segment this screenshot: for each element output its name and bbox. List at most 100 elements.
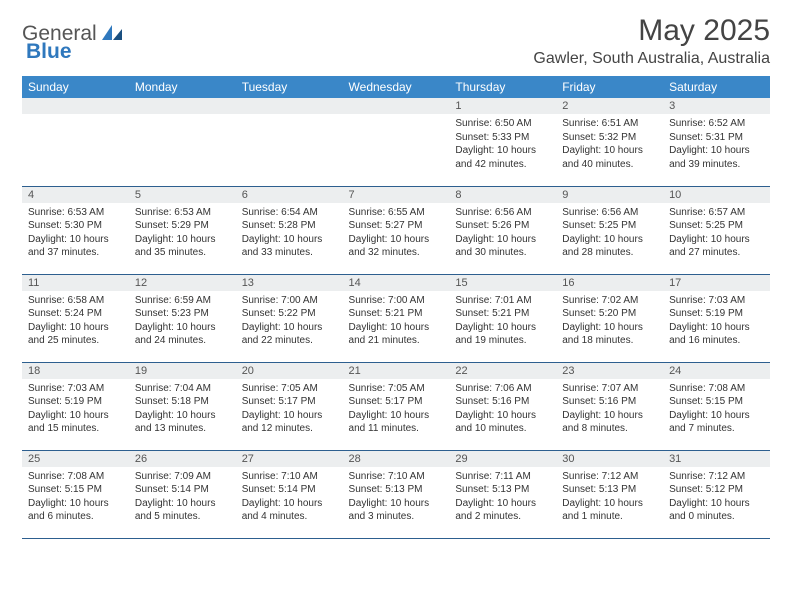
sunrise-text: Sunrise: 7:00 AM	[242, 294, 337, 308]
day-number: 30	[556, 451, 663, 467]
daylight-text: Daylight: 10 hours and 0 minutes.	[669, 497, 764, 524]
sunset-text: Sunset: 5:25 PM	[562, 219, 657, 233]
sunset-text: Sunset: 5:12 PM	[669, 483, 764, 497]
sunset-text: Sunset: 5:19 PM	[669, 307, 764, 321]
sunrise-text: Sunrise: 7:03 AM	[28, 382, 123, 396]
daylight-text: Daylight: 10 hours and 27 minutes.	[669, 233, 764, 260]
sunrise-text: Sunrise: 6:55 AM	[349, 206, 444, 220]
calendar-day-cell: 25Sunrise: 7:08 AMSunset: 5:15 PMDayligh…	[22, 450, 129, 538]
day-details: Sunrise: 6:51 AMSunset: 5:32 PMDaylight:…	[556, 114, 663, 175]
sunset-text: Sunset: 5:17 PM	[349, 395, 444, 409]
daylight-text: Daylight: 10 hours and 18 minutes.	[562, 321, 657, 348]
day-number: 12	[129, 275, 236, 291]
day-details: Sunrise: 7:00 AMSunset: 5:21 PMDaylight:…	[343, 291, 450, 352]
calendar-day-cell: 3Sunrise: 6:52 AMSunset: 5:31 PMDaylight…	[663, 98, 770, 186]
calendar-day-cell: 14Sunrise: 7:00 AMSunset: 5:21 PMDayligh…	[343, 274, 450, 362]
logo-text-blue: Blue	[26, 40, 72, 63]
calendar-day-cell: 5Sunrise: 6:53 AMSunset: 5:29 PMDaylight…	[129, 186, 236, 274]
day-details: Sunrise: 7:09 AMSunset: 5:14 PMDaylight:…	[129, 467, 236, 528]
sunset-text: Sunset: 5:18 PM	[135, 395, 230, 409]
sunset-text: Sunset: 5:16 PM	[562, 395, 657, 409]
calendar-week-row: 1Sunrise: 6:50 AMSunset: 5:33 PMDaylight…	[22, 98, 770, 186]
calendar-day-cell: 6Sunrise: 6:54 AMSunset: 5:28 PMDaylight…	[236, 186, 343, 274]
day-details: Sunrise: 6:53 AMSunset: 5:30 PMDaylight:…	[22, 203, 129, 264]
day-details: Sunrise: 7:03 AMSunset: 5:19 PMDaylight:…	[663, 291, 770, 352]
sunrise-text: Sunrise: 7:03 AM	[669, 294, 764, 308]
day-number: 29	[449, 451, 556, 467]
day-number: 14	[343, 275, 450, 291]
daylight-text: Daylight: 10 hours and 39 minutes.	[669, 144, 764, 171]
daylight-text: Daylight: 10 hours and 6 minutes.	[28, 497, 123, 524]
sunset-text: Sunset: 5:29 PM	[135, 219, 230, 233]
day-number: 5	[129, 187, 236, 203]
day-details: Sunrise: 7:10 AMSunset: 5:14 PMDaylight:…	[236, 467, 343, 528]
sunrise-text: Sunrise: 7:06 AM	[455, 382, 550, 396]
sunrise-text: Sunrise: 7:05 AM	[242, 382, 337, 396]
daylight-text: Daylight: 10 hours and 24 minutes.	[135, 321, 230, 348]
sunrise-text: Sunrise: 7:12 AM	[562, 470, 657, 484]
calendar-day-cell: 10Sunrise: 6:57 AMSunset: 5:25 PMDayligh…	[663, 186, 770, 274]
calendar-day-cell: 12Sunrise: 6:59 AMSunset: 5:23 PMDayligh…	[129, 274, 236, 362]
sunrise-text: Sunrise: 7:09 AM	[135, 470, 230, 484]
day-details: Sunrise: 6:52 AMSunset: 5:31 PMDaylight:…	[663, 114, 770, 175]
calendar-day-cell: 8Sunrise: 6:56 AMSunset: 5:26 PMDaylight…	[449, 186, 556, 274]
daylight-text: Daylight: 10 hours and 25 minutes.	[28, 321, 123, 348]
day-header: Tuesday	[236, 76, 343, 98]
day-details: Sunrise: 7:00 AMSunset: 5:22 PMDaylight:…	[236, 291, 343, 352]
day-number: 15	[449, 275, 556, 291]
day-details: Sunrise: 6:56 AMSunset: 5:25 PMDaylight:…	[556, 203, 663, 264]
sunset-text: Sunset: 5:23 PM	[135, 307, 230, 321]
day-number: 7	[343, 187, 450, 203]
daylight-text: Daylight: 10 hours and 5 minutes.	[135, 497, 230, 524]
day-header: Sunday	[22, 76, 129, 98]
sunset-text: Sunset: 5:20 PM	[562, 307, 657, 321]
sunset-text: Sunset: 5:32 PM	[562, 131, 657, 145]
day-number: 22	[449, 363, 556, 379]
calendar-week-row: 11Sunrise: 6:58 AMSunset: 5:24 PMDayligh…	[22, 274, 770, 362]
day-details: Sunrise: 7:03 AMSunset: 5:19 PMDaylight:…	[22, 379, 129, 440]
month-title: May 2025	[533, 14, 770, 48]
day-number: 31	[663, 451, 770, 467]
day-details: Sunrise: 6:58 AMSunset: 5:24 PMDaylight:…	[22, 291, 129, 352]
daylight-text: Daylight: 10 hours and 11 minutes.	[349, 409, 444, 436]
day-number: 17	[663, 275, 770, 291]
day-number: 10	[663, 187, 770, 203]
day-number: 11	[22, 275, 129, 291]
calendar-day-cell: 13Sunrise: 7:00 AMSunset: 5:22 PMDayligh…	[236, 274, 343, 362]
sunset-text: Sunset: 5:27 PM	[349, 219, 444, 233]
daylight-text: Daylight: 10 hours and 13 minutes.	[135, 409, 230, 436]
sunrise-text: Sunrise: 7:05 AM	[349, 382, 444, 396]
calendar-day-cell: 21Sunrise: 7:05 AMSunset: 5:17 PMDayligh…	[343, 362, 450, 450]
calendar-day-cell	[129, 98, 236, 186]
logo-sail-icon	[101, 23, 123, 46]
sunset-text: Sunset: 5:15 PM	[28, 483, 123, 497]
daylight-text: Daylight: 10 hours and 33 minutes.	[242, 233, 337, 260]
calendar-day-cell: 28Sunrise: 7:10 AMSunset: 5:13 PMDayligh…	[343, 450, 450, 538]
day-number: 19	[129, 363, 236, 379]
daylight-text: Daylight: 10 hours and 30 minutes.	[455, 233, 550, 260]
daylight-text: Daylight: 10 hours and 21 minutes.	[349, 321, 444, 348]
sunrise-text: Sunrise: 6:56 AM	[455, 206, 550, 220]
day-header: Monday	[129, 76, 236, 98]
location-label: Gawler, South Australia, Australia	[533, 50, 770, 68]
sunset-text: Sunset: 5:13 PM	[455, 483, 550, 497]
calendar-day-cell: 30Sunrise: 7:12 AMSunset: 5:13 PMDayligh…	[556, 450, 663, 538]
day-header-row: SundayMondayTuesdayWednesdayThursdayFrid…	[22, 76, 770, 98]
sunrise-text: Sunrise: 7:04 AM	[135, 382, 230, 396]
sunrise-text: Sunrise: 7:10 AM	[242, 470, 337, 484]
daylight-text: Daylight: 10 hours and 10 minutes.	[455, 409, 550, 436]
daylight-text: Daylight: 10 hours and 32 minutes.	[349, 233, 444, 260]
sunrise-text: Sunrise: 7:10 AM	[349, 470, 444, 484]
sunset-text: Sunset: 5:21 PM	[455, 307, 550, 321]
day-details: Sunrise: 7:08 AMSunset: 5:15 PMDaylight:…	[663, 379, 770, 440]
sunset-text: Sunset: 5:22 PM	[242, 307, 337, 321]
sunset-text: Sunset: 5:25 PM	[669, 219, 764, 233]
calendar-day-cell: 15Sunrise: 7:01 AMSunset: 5:21 PMDayligh…	[449, 274, 556, 362]
day-details: Sunrise: 7:11 AMSunset: 5:13 PMDaylight:…	[449, 467, 556, 528]
calendar-week-row: 25Sunrise: 7:08 AMSunset: 5:15 PMDayligh…	[22, 450, 770, 538]
title-block: May 2025 Gawler, South Australia, Austra…	[533, 14, 770, 68]
calendar-day-cell	[343, 98, 450, 186]
day-header: Wednesday	[343, 76, 450, 98]
sunrise-text: Sunrise: 7:08 AM	[28, 470, 123, 484]
calendar-day-cell: 16Sunrise: 7:02 AMSunset: 5:20 PMDayligh…	[556, 274, 663, 362]
